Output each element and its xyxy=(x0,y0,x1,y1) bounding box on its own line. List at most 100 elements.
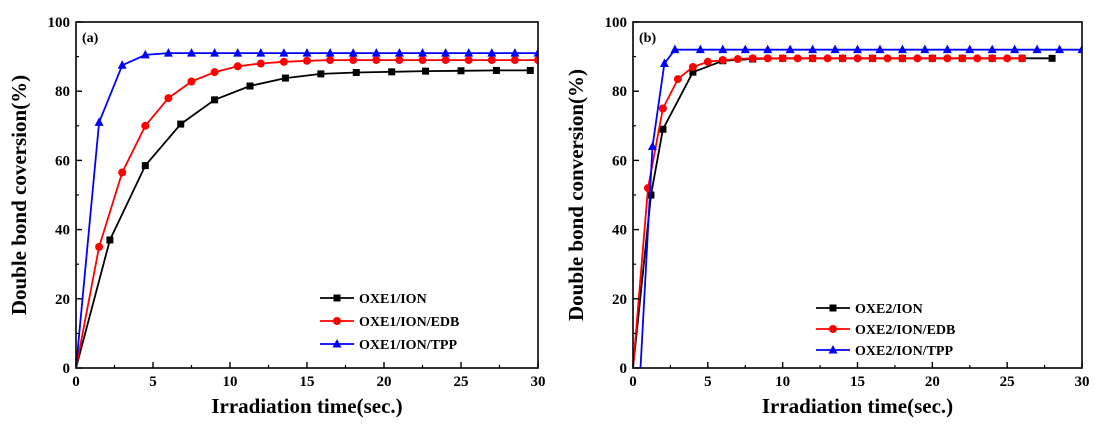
legend-marker xyxy=(332,339,342,348)
data-point xyxy=(441,56,450,65)
y-axis-title: Double bond coversion(%) xyxy=(7,75,31,315)
legend-marker xyxy=(828,345,838,354)
x-tick-label: 5 xyxy=(704,374,712,390)
data-point xyxy=(778,54,787,63)
x-tick-label: 15 xyxy=(300,374,315,390)
data-point xyxy=(883,54,892,63)
legend-item: OXE2/ION/TPP xyxy=(816,344,953,359)
series-oxe2-ion-edb xyxy=(633,54,1027,368)
data-point xyxy=(868,54,877,63)
data-point xyxy=(830,44,840,54)
data-point xyxy=(670,44,680,54)
legend-item: OXE2/ION xyxy=(816,302,923,317)
data-point xyxy=(659,125,667,133)
data-point xyxy=(164,94,173,103)
data-point xyxy=(422,67,430,75)
data-point xyxy=(418,48,427,57)
data-point xyxy=(372,56,381,65)
data-point xyxy=(279,57,288,66)
x-tick-label: 0 xyxy=(629,374,637,390)
legend-item: OXE2/ION/EDB xyxy=(816,323,955,338)
series-line xyxy=(639,48,1082,368)
y-tick-label: 100 xyxy=(48,15,71,31)
data-point xyxy=(256,48,266,57)
y-axis-title: Double bond conversion(%) xyxy=(564,69,588,321)
data-point xyxy=(897,44,907,54)
series-oxe2-ion-tpp xyxy=(639,44,1082,368)
data-point xyxy=(464,56,473,65)
data-point xyxy=(703,57,712,66)
data-point xyxy=(958,54,967,63)
data-point xyxy=(163,48,173,57)
y-tick-label: 40 xyxy=(612,223,627,239)
data-point xyxy=(659,58,669,68)
data-point xyxy=(853,54,862,63)
data-point xyxy=(106,236,114,244)
data-point xyxy=(534,56,538,65)
x-tick-label: 10 xyxy=(775,374,790,390)
data-point xyxy=(177,120,185,128)
data-point xyxy=(718,56,727,65)
plot-frame xyxy=(75,21,539,369)
legend-item: OXE1/ION/EDB xyxy=(320,315,459,330)
data-point xyxy=(1010,44,1020,54)
data-point xyxy=(95,242,104,251)
legend-marker xyxy=(333,294,341,302)
data-point xyxy=(853,44,862,54)
legend-marker xyxy=(333,317,341,325)
data-point xyxy=(187,77,196,86)
chart-panel-a: 0 5 10 15 20 25 30 0 20 40 60 80 100 Irradiation time… xyxy=(7,15,546,418)
data-point xyxy=(487,48,497,57)
data-point xyxy=(256,59,265,68)
data-point xyxy=(303,56,311,65)
data-point xyxy=(326,56,335,65)
data-point xyxy=(763,44,773,54)
data-point xyxy=(118,168,127,177)
legend-marker xyxy=(829,325,837,333)
data-point xyxy=(688,62,697,71)
data-point xyxy=(1003,54,1012,63)
data-point xyxy=(943,54,952,63)
data-point xyxy=(94,117,104,126)
data-point xyxy=(117,60,127,69)
y-tick-label: 80 xyxy=(612,84,627,100)
data-point xyxy=(388,68,396,76)
data-point xyxy=(187,48,196,57)
data-point xyxy=(785,44,795,54)
x-tick-label: 15 xyxy=(850,374,865,390)
legend-marker xyxy=(829,304,837,312)
data-point xyxy=(1018,54,1027,63)
data-point xyxy=(418,56,427,65)
data-point xyxy=(279,48,289,57)
x-tick-label: 25 xyxy=(1000,374,1015,390)
data-point xyxy=(647,191,655,199)
data-point xyxy=(647,141,657,151)
data-point xyxy=(987,44,997,54)
data-point xyxy=(988,54,997,63)
data-point xyxy=(748,54,757,63)
data-point xyxy=(898,54,907,63)
data-point xyxy=(838,54,847,63)
x-axis-title: Irradiation time(sec.) xyxy=(211,394,402,418)
data-point xyxy=(658,104,667,113)
data-point xyxy=(928,54,937,63)
legend-label: OXE1/ION/TPP xyxy=(359,338,457,353)
data-point xyxy=(510,48,520,57)
data-point xyxy=(510,56,519,65)
legend-item: OXE1/ION/TPP xyxy=(320,338,457,353)
data-point xyxy=(526,66,534,74)
data-point xyxy=(913,54,922,63)
x-tick-label: 30 xyxy=(1075,374,1090,390)
data-point xyxy=(875,44,885,54)
data-point xyxy=(302,48,312,57)
data-point xyxy=(281,74,289,82)
data-point xyxy=(1055,44,1065,54)
legend-label: OXE2/ION/EDB xyxy=(855,323,955,338)
y-tick-label: 100 xyxy=(605,15,628,31)
x-tick-label: 0 xyxy=(72,374,80,390)
data-point xyxy=(233,48,243,57)
series-oxe1-ion xyxy=(76,66,534,368)
legend: OXE1/ION OXE1/ION/EDB OXE1/ION/TPP xyxy=(320,292,459,353)
data-point xyxy=(689,68,697,76)
data-point xyxy=(973,54,982,63)
